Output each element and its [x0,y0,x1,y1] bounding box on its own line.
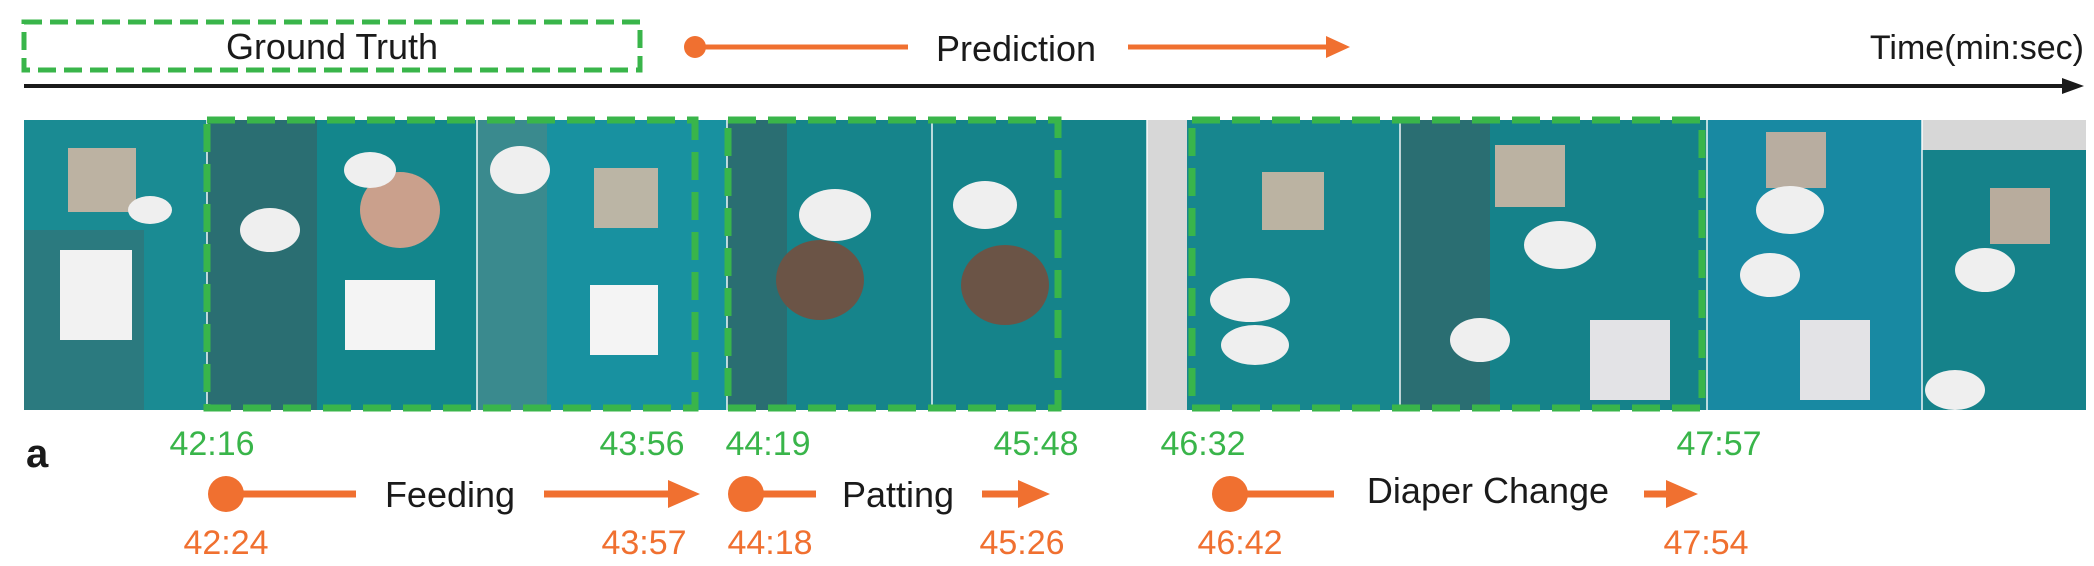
gt-patting-start: 44:19 [725,425,810,463]
blurred-face [1766,132,1826,188]
glove [1756,186,1824,234]
blurred-face [1495,145,1565,207]
ground-truth-box-patting [724,116,1062,412]
glove [799,189,871,241]
glove [1740,253,1800,297]
pred-feeding-start: 42:24 [183,524,268,562]
frame-3 [477,120,727,410]
frame-5 [932,120,1147,410]
blurred-face [1990,188,2050,244]
prediction-diaper-change-arrowhead [1666,480,1698,508]
legend-prediction-arrowhead [1326,36,1350,58]
frame-1 [24,120,207,410]
glove [490,146,550,194]
prediction-feeding: Feeding 42:24 43:57 [183,474,700,562]
gt-feeding-start: 42:16 [169,425,254,463]
blurred-face [68,148,136,212]
gt-patting-end: 45:48 [993,425,1078,463]
prediction-patting-label: Patting [842,474,954,515]
legend-ground-truth: Ground Truth [21,19,643,73]
prediction-feeding-arrowhead [668,480,700,508]
legend-prediction: Prediction [684,28,1350,69]
ground-truth-box-feeding [203,116,699,412]
prediction-diaper-change: Diaper Change 46:42 47:54 [1197,470,1748,562]
prediction-patting: Patting 44:18 45:26 [727,474,1064,562]
glove [1221,325,1289,365]
frame-2 [207,120,477,410]
legend-prediction-start-dot [684,36,706,58]
glove [1955,248,2015,292]
glove [1524,221,1596,269]
prediction-diaper-change-start-dot [1212,476,1248,512]
legend-ground-truth-label: Ground Truth [226,26,438,67]
blurred-face [594,168,658,228]
prediction-diaper-change-label: Diaper Change [1367,470,1609,511]
glove [1450,318,1510,362]
glove [1210,278,1290,322]
prediction-patting-arrowhead [1018,480,1050,508]
legend-prediction-label: Prediction [936,28,1096,69]
pred-feeding-end: 43:57 [601,524,686,562]
gt-diaper-change-start: 46:32 [1160,425,1245,463]
frame-6 [1147,120,1400,410]
gt-diaper-change-end: 47:57 [1676,425,1761,463]
frame-7 [1400,120,1707,410]
pred-diaper-change-end: 47:54 [1663,524,1748,562]
pred-patting-start: 44:18 [727,524,812,562]
glove [240,208,300,252]
panel-label: a [26,432,49,476]
frame-4 [727,120,932,410]
prediction-patting-start-dot [728,476,764,512]
glove [128,196,172,224]
glove [344,152,396,188]
legend-ground-truth-box [21,19,643,73]
glove [1925,370,1985,410]
pred-patting-end: 45:26 [979,524,1064,562]
blurred-face [1262,172,1324,230]
gt-feeding-end: 43:56 [599,425,684,463]
pred-diaper-change-start: 46:42 [1197,524,1282,562]
frame-strip [24,120,2086,410]
ground-truth-box-diaper-change [1188,116,1706,412]
time-axis-label: Time(min:sec) [1870,29,2084,67]
prediction-feeding-start-dot [208,476,244,512]
frame-9 [1922,120,2086,410]
glove [953,181,1017,229]
time-axis-arrowhead [2062,78,2084,94]
frame-8 [1707,120,1922,410]
time-axis: Time(min:sec) [24,29,2084,94]
prediction-feeding-label: Feeding [385,474,515,515]
